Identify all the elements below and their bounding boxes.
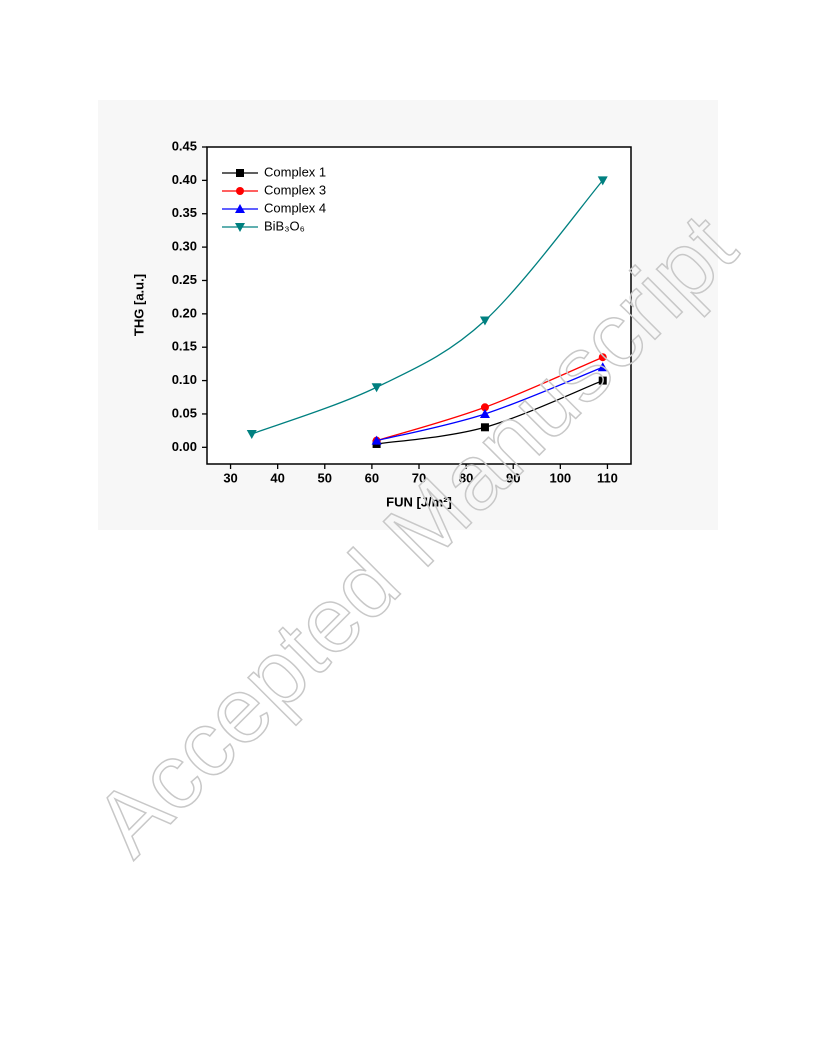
data-point (371, 435, 382, 445)
y-tick-label: 0.30 (172, 239, 197, 254)
data-point (479, 408, 490, 418)
legend-label: BiB₃O₆ (264, 218, 305, 233)
y-tick-label: 0.20 (172, 305, 197, 320)
legend-marker (236, 187, 244, 195)
y-axis-label: THG [a.u.] (131, 274, 146, 336)
data-point (480, 423, 489, 432)
x-axis-label: FUN [J/m²] (386, 494, 452, 509)
legend-label: Complex 4 (264, 200, 326, 215)
x-tick-label: 100 (549, 470, 571, 485)
y-tick-label: 0.05 (172, 405, 197, 420)
legend-marker (235, 204, 245, 213)
x-tick-label: 80 (459, 470, 473, 485)
x-tick-label: 50 (318, 470, 332, 485)
y-tick-label: 0.25 (172, 272, 197, 287)
x-tick-label: 70 (412, 470, 426, 485)
legend-label: Complex 3 (264, 182, 326, 197)
x-tick-label: 60 (365, 470, 379, 485)
legend-label: Complex 1 (264, 164, 326, 179)
data-point (479, 316, 490, 326)
y-tick-label: 0.45 (172, 138, 197, 153)
x-tick-label: 90 (506, 470, 520, 485)
x-tick-label: 40 (270, 470, 284, 485)
x-tick-label: 30 (223, 470, 237, 485)
y-tick-label: 0.00 (172, 439, 197, 454)
data-point (597, 176, 608, 186)
y-tick-label: 0.15 (172, 339, 197, 354)
data-point (598, 353, 607, 362)
y-tick-label: 0.40 (172, 172, 197, 187)
data-point (246, 429, 257, 439)
plot: 30 40 50 60 70 80 90 100 110 0.00 0.05 0.10 0.15 0.20… (172, 138, 618, 485)
x-tick-label: 110 (597, 470, 618, 485)
legend-marker (235, 223, 245, 232)
series-line (251, 179, 604, 435)
legend-marker (236, 169, 244, 177)
data-point (371, 383, 382, 393)
data-point (480, 403, 489, 412)
data-point (597, 362, 608, 372)
y-tick-label: 0.35 (172, 205, 197, 220)
y-tick-label: 0.10 (172, 372, 197, 387)
plot-frame (206, 146, 632, 465)
data-point (598, 376, 607, 385)
